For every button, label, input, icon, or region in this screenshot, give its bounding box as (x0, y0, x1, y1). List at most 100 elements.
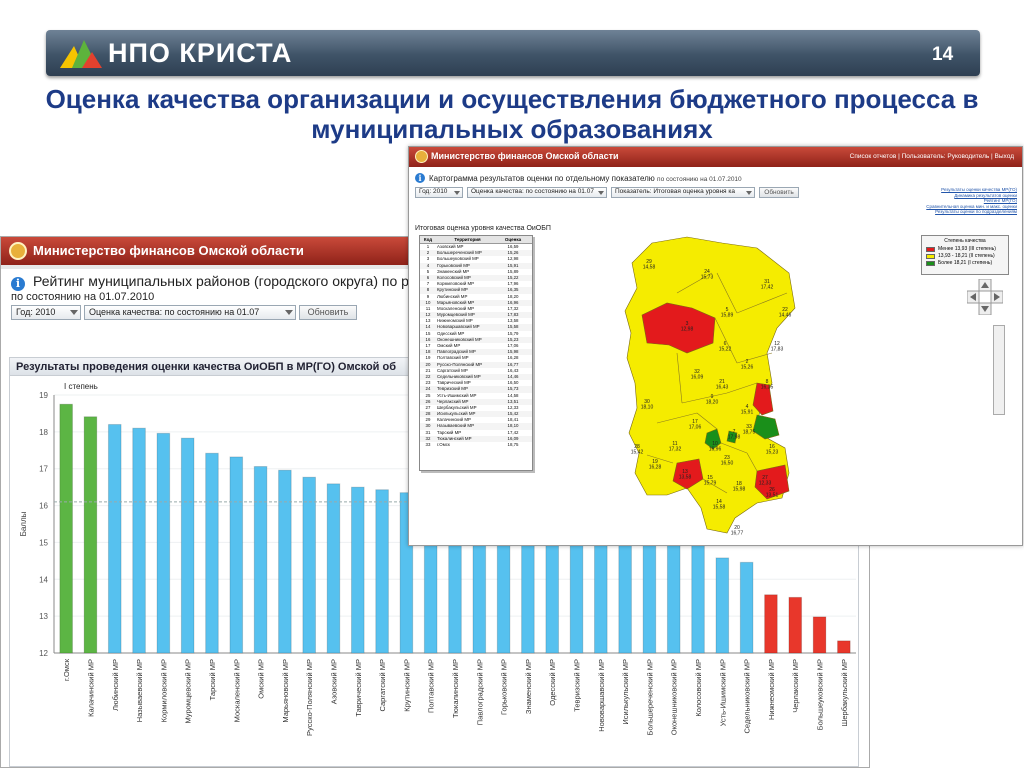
table-row: 28 Исилькульский МР 15,42 (420, 411, 532, 418)
table-cell: Тарский МР (437, 429, 462, 435)
map-label: 22 14,46 (779, 307, 792, 319)
table-cell: 15,79 (507, 330, 519, 336)
table-cell: 8 (426, 287, 430, 293)
map-label: 10 16,96 (709, 441, 722, 453)
link-item[interactable]: Динамика результатов оценки (954, 192, 1017, 198)
x-tick-label: Кормиловский МР (159, 659, 168, 722)
cartogram-title-text: Картограмма результатов оценки по отдель… (429, 174, 655, 183)
bar (229, 456, 244, 654)
table-cell: Любинский МР (437, 293, 468, 299)
table-cell: 19 (425, 355, 431, 361)
refresh-button[interactable]: Обновить (759, 187, 799, 198)
bar (715, 557, 730, 654)
x-tick-label: Большеуковский МР (816, 659, 825, 730)
y-tick-label: 17 (39, 465, 48, 474)
map-pan-control[interactable] (967, 279, 1003, 315)
table-row: 26 Черлакский МР 13,51 (420, 398, 532, 405)
table-cell: 33 (425, 442, 431, 447)
bar (691, 533, 705, 654)
table-row: 20 Русско-Полянский МР 16,77 (420, 361, 532, 368)
table-cell: 16,28 (507, 355, 519, 361)
table-cell: 4 (426, 262, 430, 268)
table-row: 6 Колосовский МР 15,22 (420, 274, 532, 282)
map-label: 24 15,73 (701, 269, 714, 281)
bar (812, 616, 827, 654)
header-links[interactable]: Список отчетов | Пользователь: Руководит… (849, 153, 1014, 160)
table-cell: Нижнеомский МР (437, 318, 473, 324)
info-icon[interactable]: i (415, 173, 425, 183)
indicator-select[interactable]: Показатель: Итоговая оценка уровня ка (611, 187, 755, 198)
bar (59, 403, 73, 654)
table-cell: Усть-Ишимский МР (437, 392, 477, 398)
x-tick-label: Муромцевский МР (184, 659, 193, 724)
x-tick-label: Нижнеомский МР (767, 659, 776, 720)
table-cell: Кормиловский МР (437, 281, 475, 287)
year-select[interactable]: Год: 2010 (11, 305, 81, 320)
quality-select[interactable]: Оценка качества: по состоянию на 01.07 (467, 187, 607, 198)
bar (302, 476, 317, 654)
table-row: 18 Павлоградский МР 15,98 (420, 349, 532, 356)
legend-title: Степень качества (944, 238, 986, 244)
legend-swatch (926, 260, 935, 266)
map-region-high (752, 414, 780, 440)
quality-select[interactable]: Оценка качества: по состоянию на 01.07 (84, 305, 296, 320)
table-row: 2 Большереченский МР 15,26 (420, 250, 532, 257)
table-cell: 3 (426, 256, 430, 262)
y-tick-label: 12 (39, 649, 48, 658)
table-cell: Полтавский МР (437, 355, 469, 361)
bar (350, 486, 365, 654)
map-region-low (641, 302, 716, 354)
bar (837, 640, 851, 654)
table-cell: Большеуковский МР (437, 256, 479, 262)
x-tick-label: Саргатский МР (378, 659, 387, 712)
zoom-slider[interactable] (993, 325, 1005, 415)
link-item[interactable]: Результаты оценки качества МР(ГО) (941, 187, 1017, 192)
table-cell: 9 (426, 293, 430, 299)
table-cell: 10 (425, 299, 431, 305)
logo-icon (60, 40, 102, 68)
table-cell: Одесский МР (437, 330, 465, 336)
legend-label: 13,93 - 18,21 (II степень) (938, 253, 995, 259)
table-row: 4 Горьковский МР 15,91 (420, 262, 532, 269)
map-label: 13 13,58 (679, 469, 692, 481)
table-row: 27 Шербакульский МР 12,33 (420, 405, 532, 411)
map-label: 17 17,06 (689, 419, 702, 431)
bar (278, 469, 292, 654)
year-select[interactable]: Год: 2010 (415, 187, 463, 198)
info-icon[interactable]: i (11, 277, 25, 291)
link-item[interactable]: Сравнительная оценка мин. и макс. оценки (926, 203, 1017, 209)
table-cell: 16,96 (507, 299, 519, 305)
quality-select-value: Оценка качества: по состоянию на 01.07 (471, 188, 594, 195)
map-label: 26 13,51 (766, 487, 779, 499)
map-label: 30 18,10 (641, 399, 654, 411)
table-cell: 15,23 (507, 336, 519, 342)
map-label: 31 17,42 (761, 279, 774, 291)
x-tick-label: Знаменский МР (524, 659, 533, 714)
table-row: 12 Муромцевский МР 17,83 (420, 312, 532, 319)
table-cell: Калачинский МР (437, 417, 471, 423)
table-cell: Оконешниковский МР (437, 336, 482, 342)
x-tick-label: Называевский МР (135, 659, 144, 722)
emblem-icon (415, 150, 428, 163)
table-row: 31 Тарский МР 17,42 (420, 430, 532, 436)
table-cell: Черлакский МР (437, 398, 469, 404)
map-label: 9 18,20 (706, 394, 719, 406)
table-cell: 17 (425, 343, 431, 348)
link-item[interactable]: Рейтинг МР(ГО) (983, 198, 1017, 203)
report-links[interactable]: Результаты оценки качества МР(ГО) Динами… (926, 187, 1017, 215)
year-select-value: Год: 2010 (419, 188, 448, 195)
link-item[interactable]: Результаты оценки по подразделениям (935, 209, 1017, 214)
table-cell: 18,75 (507, 442, 519, 447)
table-cell: Тевризский МР (437, 386, 468, 392)
map-label: 2 15,26 (741, 359, 754, 371)
table-cell: 15,89 (507, 268, 519, 274)
table-cell: 17,06 (507, 343, 519, 348)
table-cell: 16,35 (507, 287, 519, 293)
map-label: 12 17,83 (771, 341, 784, 353)
window-title: Министерство финансов Омской области (33, 243, 304, 258)
x-tick-label: Нововаршавский МР (597, 659, 606, 732)
table-cell: 26 (425, 398, 431, 404)
table-cell: 14,58 (507, 392, 519, 398)
refresh-button[interactable]: Обновить (299, 305, 357, 320)
map-label: 16 15,23 (766, 444, 779, 456)
